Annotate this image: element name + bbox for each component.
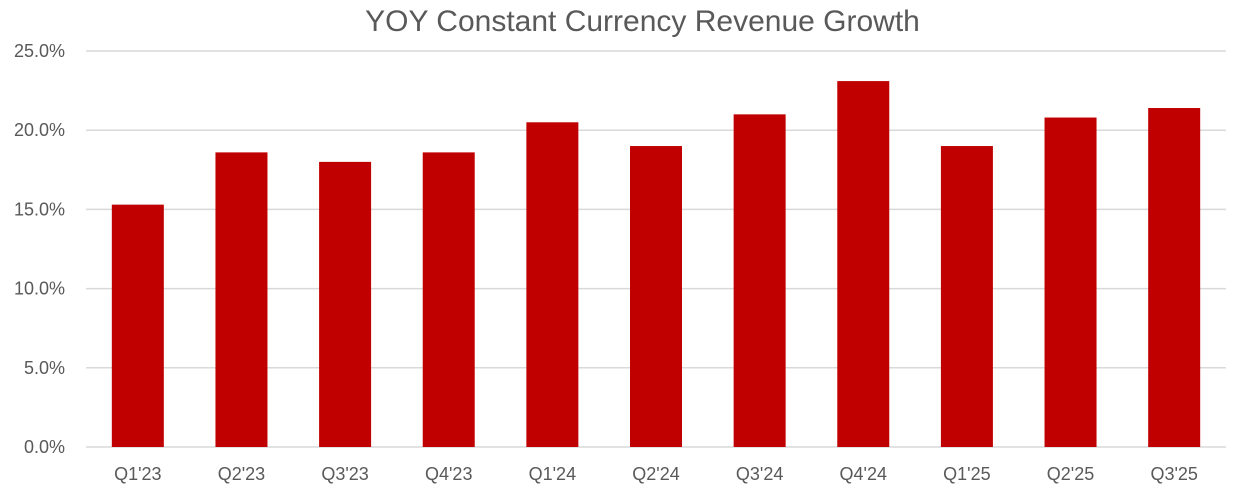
bar (422, 152, 475, 447)
x-tick-label: Q1'23 (114, 464, 161, 484)
y-tick-label: 25.0% (14, 41, 65, 61)
bar (1044, 117, 1097, 447)
bar (1148, 108, 1201, 448)
x-tick-label: Q2'24 (632, 464, 679, 484)
x-tick-label: Q1'24 (529, 464, 576, 484)
x-tick-label: Q4'23 (425, 464, 472, 484)
y-tick-label: 20.0% (14, 120, 65, 140)
bar (733, 114, 786, 448)
x-tick-label: Q3'25 (1150, 464, 1197, 484)
bar (940, 146, 993, 448)
bar (215, 152, 268, 447)
bar (526, 122, 579, 447)
x-tick-label: Q2'23 (218, 464, 265, 484)
bar (630, 146, 682, 448)
x-tick-label: Q2'25 (1047, 464, 1094, 484)
y-tick-label: 15.0% (14, 199, 65, 219)
x-tick-label: Q3'24 (736, 464, 783, 484)
bar (111, 204, 164, 447)
bar (319, 161, 372, 447)
x-tick-label: Q4'24 (840, 464, 887, 484)
y-tick-label: 5.0% (24, 358, 65, 378)
y-tick-label: 10.0% (14, 279, 65, 299)
x-tick-label: Q1'25 (943, 464, 990, 484)
x-tick-label: Q3'23 (321, 464, 368, 484)
bar (837, 81, 890, 447)
y-tick-label: 0.0% (24, 437, 65, 457)
chart-title: YOY Constant Currency Revenue Growth (365, 5, 920, 38)
